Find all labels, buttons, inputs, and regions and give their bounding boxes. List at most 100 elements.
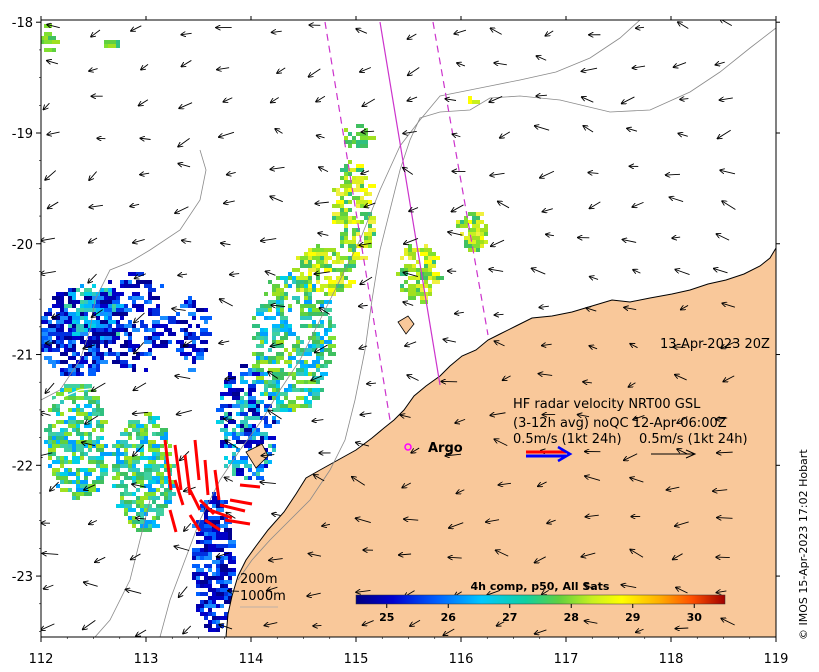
sst-pixel [64,320,72,324]
colorbar-title: 4h comp, p50, All Sats [471,580,610,593]
sst-pixel [72,352,76,356]
sst-pixel [288,388,292,392]
sst-pixel [368,192,372,196]
sst-pixel [432,280,440,284]
sst-pixel [424,280,428,284]
sst-pixel [300,260,304,264]
sst-pixel [204,548,208,552]
sst-pixel [220,564,228,568]
sst-pixel [100,356,104,360]
sst-pixel [288,372,296,376]
sst-pixel [340,176,344,180]
model-vector [717,452,733,453]
sst-pixel [304,292,308,296]
model-vector [356,590,371,592]
model-vector [409,208,419,212]
sst-pixel [128,460,132,464]
sst-pixel [288,352,292,356]
sst-pixel [328,344,336,348]
model-vector [48,201,59,208]
sst-pixel [264,308,268,312]
sst-pixel [456,224,460,228]
sst-pixel [184,332,188,336]
sst-pixel [156,456,160,460]
model-vector [352,477,366,486]
sst-pixel [364,216,368,220]
sst-pixel [348,160,352,164]
sst-pixel [464,216,468,220]
model-vector [261,239,277,241]
sst-pixel [168,340,172,344]
model-vector [589,346,598,349]
sst-pixel [308,404,312,408]
sst-pixel [64,456,68,460]
sst-pixel [192,552,200,556]
sst-pixel [68,424,76,428]
sst-pixel [144,464,152,468]
sst-pixel [204,512,208,516]
swath-edge-right [432,21,489,336]
model-vector [84,484,96,490]
sst-pixel [41,328,48,332]
sst-pixel [84,360,88,364]
model-vector [547,520,556,523]
sst-pixel [64,440,68,444]
sst-pixel [156,512,164,516]
sst-pixel [196,524,204,528]
sst-pixel [228,392,232,396]
sst-pixel [320,348,324,352]
sst-pixel [144,424,148,428]
model-vector [632,201,644,207]
model-vector [92,382,106,391]
sst-pixel [296,372,304,376]
sst-pixel [188,312,196,316]
model-vector [223,97,233,102]
sst-pixel [68,344,72,348]
sst-pixel [316,280,320,284]
sst-pixel [312,308,320,312]
sst-pixel [316,260,324,264]
sst-pixel [304,352,312,356]
sst-pixel [272,292,280,296]
sst-pixel [292,388,300,392]
sst-pixel [320,320,324,324]
sst-pixel [132,460,140,464]
sst-pixel [76,308,80,312]
sst-pixel [248,388,256,392]
sst-pixel [320,356,324,360]
sst-pixel [164,488,172,492]
sst-pixel [308,372,312,376]
sst-pixel [292,408,296,412]
sst-pixel [212,592,216,596]
sst-pixel [276,376,284,380]
sst-pixel [280,372,288,376]
sst-pixel [252,472,256,476]
sst-pixel [308,276,312,280]
radar-vector [239,483,261,489]
sst-pixel [68,472,76,476]
model-vector [134,342,145,353]
sst-pixel [100,412,104,416]
sst-pixel [208,544,216,548]
sst-pixel [96,424,104,428]
model-vector [408,97,418,101]
sst-pixel [56,392,64,396]
sst-pixel [192,360,196,364]
sst-pixel [52,440,56,444]
sst-pixel [264,336,268,340]
sst-pixel [112,452,116,456]
sst-pixel [224,592,228,596]
sst-pixel [228,568,232,572]
model-vector [92,309,103,317]
sst-pixel [268,392,276,396]
sst-pixel [340,204,344,208]
sst-pixel [68,312,76,316]
sst-pixel [224,424,228,428]
sst-pixel [124,280,128,284]
sst-pixel [132,300,136,304]
model-vector [83,619,96,629]
sst-pixel [304,300,312,304]
sst-pixel [408,244,412,248]
model-vector [133,412,149,413]
model-vector [270,167,285,169]
